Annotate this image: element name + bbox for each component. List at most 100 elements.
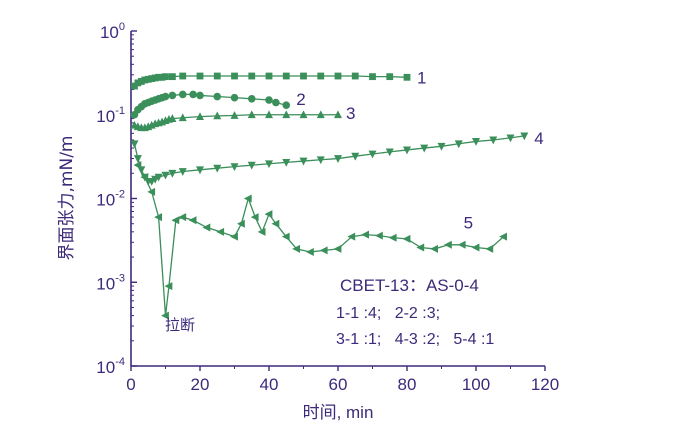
data-point [178, 113, 187, 122]
data-point [386, 73, 394, 81]
data-point [213, 111, 222, 120]
system-annotation: CBET-13：AS-0-4 [340, 276, 479, 295]
data-point [264, 210, 273, 219]
series-4: 4 [130, 129, 544, 186]
series-label: 4 [534, 129, 543, 148]
x-axis-ticks: 0 20 40 60 80 100 120 [126, 366, 559, 394]
series-3: 3 [130, 104, 355, 132]
data-point [196, 112, 204, 121]
data-point [161, 171, 170, 180]
data-point [272, 98, 280, 107]
data-point [499, 232, 507, 241]
data-point [347, 232, 356, 241]
data-point [171, 216, 180, 225]
data-point [133, 155, 142, 163]
data-point [271, 219, 280, 228]
data-point [168, 169, 177, 178]
data-point [230, 232, 238, 241]
data-point [216, 227, 225, 236]
data-point [385, 148, 394, 157]
data-point [243, 194, 252, 203]
data-point [403, 146, 411, 155]
series-line [133, 135, 525, 183]
data-point [430, 244, 438, 253]
data-point [179, 72, 187, 80]
data-point [316, 110, 325, 119]
series-1: 1 [131, 68, 426, 90]
data-point [369, 73, 376, 81]
data-point [230, 111, 239, 119]
y-tick-label: 10-3 [96, 272, 125, 293]
series-5: 5 [133, 161, 507, 320]
data-point [140, 173, 149, 182]
data-point [361, 230, 369, 239]
series-label: 3 [346, 104, 355, 123]
y-axis-ticks: 100 10-1 10-2 10-3 10-4 [96, 21, 137, 377]
data-point [472, 138, 480, 146]
data-point [281, 232, 290, 241]
data-point [164, 282, 173, 291]
data-point [189, 90, 197, 99]
data-point [257, 227, 266, 236]
data-point [161, 92, 170, 101]
data-point [319, 246, 328, 255]
data-point [168, 114, 177, 122]
data-point [292, 244, 300, 253]
data-point [168, 91, 177, 100]
data-point [141, 76, 149, 84]
data-point [375, 231, 383, 240]
data-point [471, 243, 480, 252]
data-point [334, 110, 342, 119]
data-point [144, 75, 152, 83]
series-layer: 1 2 3 4 5 [130, 68, 544, 320]
data-point [148, 75, 156, 83]
data-point [178, 213, 187, 222]
series-label: 2 [296, 90, 305, 109]
data-point [265, 160, 273, 169]
data-point [334, 155, 342, 163]
y-tick-label: 100 [100, 21, 125, 42]
data-point [162, 73, 169, 81]
series-label: 1 [417, 68, 426, 87]
x-tick-label: 40 [260, 375, 279, 394]
y-axis-label: 界面张力,mN/m [57, 136, 77, 261]
data-point [196, 166, 204, 175]
data-point [133, 161, 142, 170]
data-point [282, 72, 290, 80]
x-tick-label: 60 [329, 375, 348, 394]
break-annotation: 拉断 [165, 317, 195, 334]
data-point [368, 150, 377, 159]
data-point [265, 72, 273, 80]
data-point [196, 91, 204, 100]
x-tick-label: 0 [126, 375, 135, 394]
x-axis-label: 时间, min [303, 403, 374, 422]
data-point [520, 132, 529, 141]
data-point [231, 72, 238, 80]
data-point [317, 72, 325, 80]
data-point [161, 311, 169, 320]
data-point [334, 72, 342, 80]
data-point [130, 140, 139, 149]
data-point [250, 213, 259, 222]
data-point [351, 152, 360, 161]
data-point [265, 96, 273, 104]
data-point [155, 73, 162, 81]
data-point [178, 168, 187, 176]
data-point [134, 79, 142, 87]
data-point [247, 95, 256, 103]
data-point [230, 93, 239, 102]
series-label: 5 [464, 214, 473, 233]
data-point [403, 73, 411, 81]
data-point [306, 247, 314, 256]
data-point [299, 157, 308, 166]
data-point [247, 161, 256, 170]
data-point [489, 136, 498, 145]
data-point [388, 233, 397, 242]
data-point [147, 187, 156, 196]
y-tick-label: 10-2 [96, 189, 125, 210]
data-point [420, 144, 429, 153]
data-point [457, 240, 466, 249]
data-point [158, 73, 166, 81]
data-point [202, 223, 211, 232]
